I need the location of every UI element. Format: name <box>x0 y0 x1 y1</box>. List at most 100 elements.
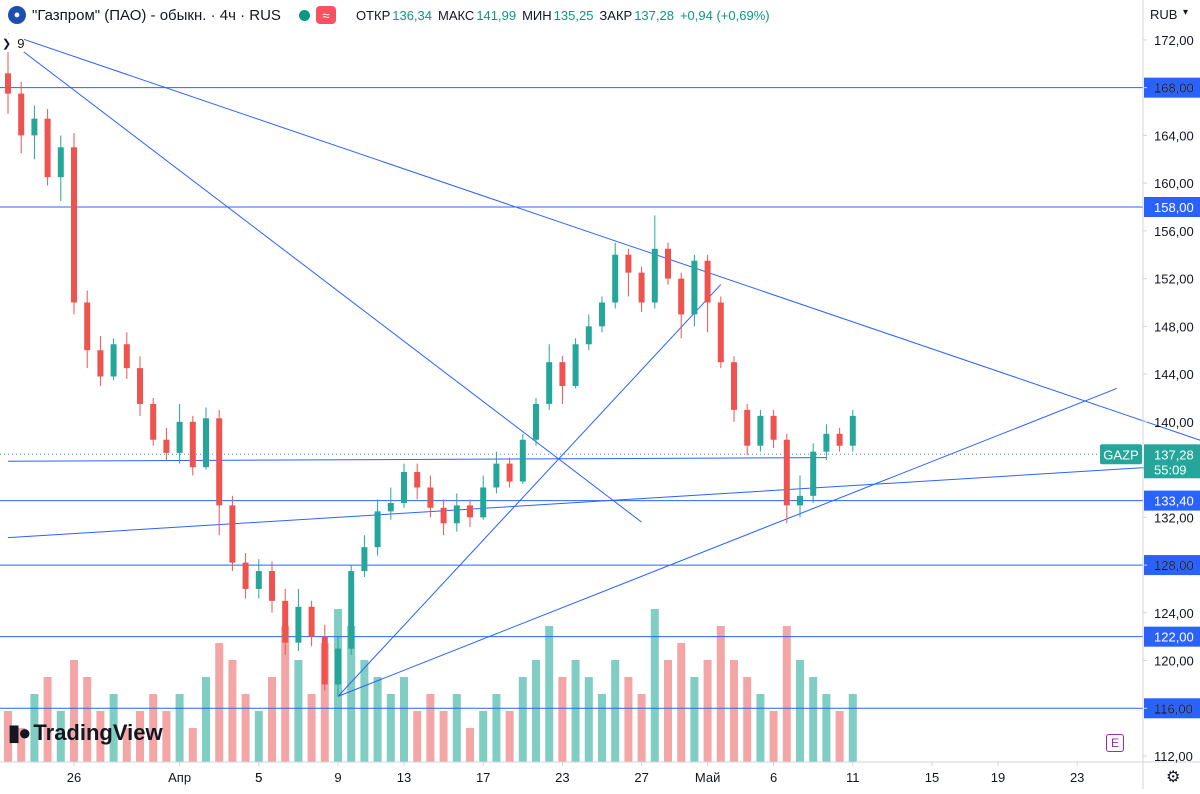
volume-bar <box>848 694 857 762</box>
level-price-label: 122,00 <box>1154 630 1194 645</box>
volume-bar <box>782 626 791 762</box>
candle-body <box>5 73 11 94</box>
candle-body <box>757 415 764 446</box>
level-price-tag <box>1144 626 1200 647</box>
currency-selector[interactable]: RUB <box>1150 7 1178 22</box>
x-tick-label: 19 <box>991 770 1005 785</box>
x-tick-label: Май <box>695 770 720 785</box>
level-price-tag <box>1144 197 1200 217</box>
volume-bar <box>532 660 540 762</box>
candle-body <box>612 254 619 303</box>
tradingview-logo-text: TradingView <box>33 720 163 745</box>
x-tick-label: 23 <box>1070 770 1084 785</box>
y-tick-label: 168,00 <box>1154 81 1194 96</box>
gear-icon[interactable]: ⚙ <box>1166 769 1181 786</box>
symbol-header: ● "Газпром" (ПАО) - обыкн. · 4ч · RUS ≈ … <box>0 0 770 30</box>
candle-body <box>18 93 25 136</box>
volume-bar <box>756 694 765 762</box>
volume-bar <box>43 677 52 762</box>
candle-body <box>229 505 236 563</box>
candle-body <box>57 147 64 178</box>
y-tick-label: 112,00 <box>1154 749 1193 764</box>
candle-body <box>374 511 381 548</box>
volume-bar <box>637 694 646 762</box>
indicator-toggle[interactable]: ❯ 9 <box>2 34 25 52</box>
countdown-label: 55:09 <box>1154 462 1187 477</box>
y-tick-label: 128,00 <box>1154 558 1194 573</box>
candle-body <box>783 439 790 506</box>
candle-body <box>810 451 817 496</box>
candle-body <box>31 118 38 136</box>
y-tick-label: 172,00 <box>1154 33 1194 48</box>
chevron-right-icon[interactable]: ❯ <box>2 37 12 50</box>
volume-bar <box>96 711 105 762</box>
candle-body <box>44 118 51 178</box>
candle-body <box>282 600 289 643</box>
volume-bar <box>690 677 699 762</box>
level-price-label: 116,00 <box>1154 701 1193 716</box>
volume-bar <box>294 660 303 762</box>
volume-bar <box>122 728 131 762</box>
candle-body <box>453 505 460 524</box>
approx-badge[interactable]: ≈ <box>315 6 336 24</box>
volume-bar <box>228 660 237 762</box>
volume-bar <box>162 711 171 762</box>
volume-bar <box>373 677 382 762</box>
trendline[interactable] <box>337 284 722 697</box>
volume-bar <box>545 626 554 762</box>
candle-body <box>849 415 856 446</box>
last-price-tag <box>1144 444 1200 479</box>
volume-bar <box>664 660 672 762</box>
volume-bar <box>611 660 620 762</box>
volume-bar <box>320 643 329 762</box>
change-value: +0,94 (+0,69%) <box>679 7 770 23</box>
symbol-title[interactable]: "Газпром" (ПАО) - обыкн. · 4ч · RUS <box>32 6 281 24</box>
volume-bar <box>439 711 448 762</box>
volume-bar <box>4 711 12 762</box>
volume-bar <box>796 660 804 762</box>
x-tick-label: 27 <box>634 770 648 785</box>
candle-body <box>546 362 553 404</box>
candle-body <box>770 415 777 440</box>
trendline[interactable] <box>7 457 827 462</box>
y-tick-label: 116,00 <box>1154 701 1193 716</box>
candle-body <box>401 471 407 503</box>
candle-body <box>506 463 513 482</box>
trendline[interactable] <box>337 387 1117 697</box>
ticker-label: GAZP <box>1103 447 1138 462</box>
volume-bar <box>505 711 514 762</box>
candle-body <box>308 606 315 637</box>
events-badge[interactable]: E <box>1106 734 1124 752</box>
candle-body <box>519 439 526 482</box>
candle-body <box>414 471 421 488</box>
volume-bar <box>109 694 118 762</box>
y-tick-label: 124,00 <box>1154 606 1194 621</box>
volume-bar <box>466 728 474 762</box>
close-label: ЗАКР <box>599 7 633 23</box>
candle-body <box>216 418 223 506</box>
tradingview-logo[interactable]: ▮● TradingView <box>8 720 163 746</box>
y-tick-label: 156,00 <box>1154 224 1194 239</box>
y-tick-label: 148,00 <box>1154 319 1194 334</box>
volume-bar <box>426 694 435 762</box>
candle-body <box>163 439 170 453</box>
volume-bar <box>188 728 197 762</box>
volume-bar <box>215 643 224 762</box>
candle-body <box>625 254 632 273</box>
candle-body <box>189 421 196 468</box>
volume-bar <box>584 677 593 762</box>
trendline[interactable] <box>7 39 642 523</box>
trendline[interactable] <box>7 33 1200 443</box>
volume-bar <box>175 694 184 762</box>
volume-bar <box>835 711 844 762</box>
candle-body <box>295 606 302 643</box>
candle-body <box>585 326 592 345</box>
volume-bar <box>17 728 26 762</box>
chevron-down-icon[interactable]: ▾ <box>1183 7 1189 18</box>
y-tick-label: 164,00 <box>1154 128 1194 143</box>
volume-bar <box>386 694 395 762</box>
trendline[interactable] <box>7 463 1200 539</box>
level-price-label: 168,00 <box>1154 81 1194 96</box>
